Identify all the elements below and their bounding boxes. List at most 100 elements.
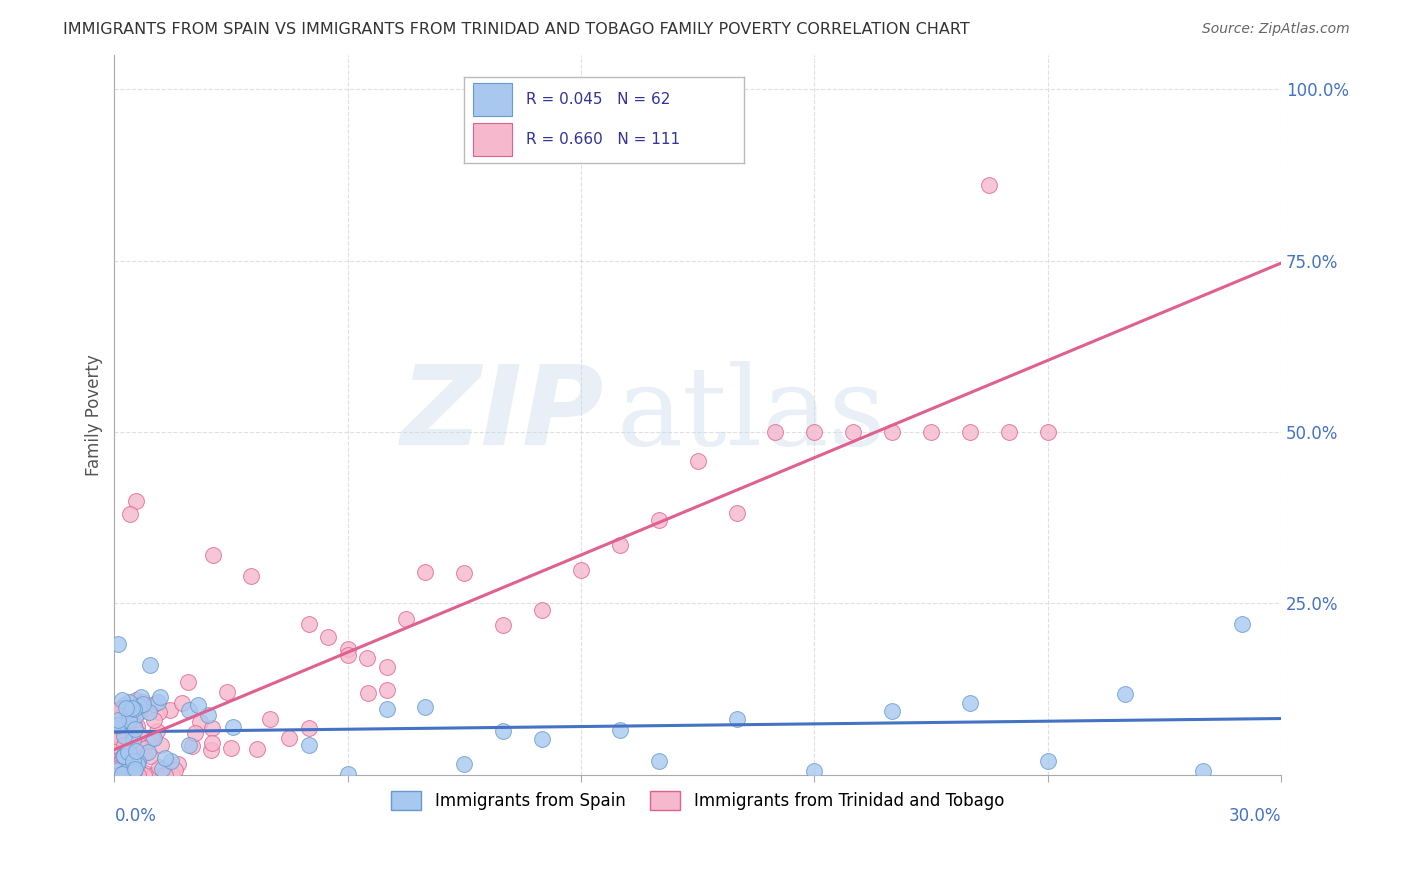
Point — [132, 697, 155, 711]
Point — [124, 762, 146, 776]
Point — [108, 717, 131, 731]
Point — [142, 767, 165, 781]
Point — [122, 702, 145, 716]
Point — [112, 711, 135, 725]
Point — [115, 713, 138, 727]
Point — [920, 425, 942, 439]
Point — [122, 754, 145, 768]
Point — [107, 767, 129, 781]
Point — [375, 660, 398, 674]
Point — [246, 742, 269, 756]
Point — [882, 425, 904, 439]
Point — [531, 732, 554, 747]
Point — [765, 425, 787, 439]
Point — [160, 754, 183, 768]
Point — [201, 721, 224, 735]
Point — [128, 699, 150, 714]
Point — [298, 721, 321, 735]
Point — [298, 738, 321, 752]
Point — [121, 766, 143, 780]
Point — [159, 702, 181, 716]
Point — [107, 767, 129, 781]
Point — [569, 563, 592, 577]
Point — [177, 738, 200, 752]
Point — [111, 748, 134, 763]
Point — [959, 425, 981, 439]
Point — [107, 711, 129, 725]
Point — [125, 744, 148, 758]
Point — [217, 684, 239, 698]
Point — [134, 747, 156, 762]
Point — [959, 696, 981, 710]
Point — [112, 739, 135, 753]
Point — [121, 767, 143, 781]
Point — [136, 745, 159, 759]
Point — [107, 637, 129, 651]
Point — [120, 767, 142, 781]
Point — [357, 686, 380, 700]
Point — [222, 720, 245, 734]
Point — [124, 754, 146, 768]
Point — [125, 707, 148, 722]
Point — [153, 751, 176, 765]
Y-axis label: Family Poverty: Family Poverty — [86, 354, 103, 475]
Point — [134, 766, 156, 780]
Point — [148, 705, 170, 719]
Point — [112, 698, 135, 713]
Point — [107, 763, 129, 777]
Point — [492, 618, 515, 632]
Point — [107, 725, 129, 739]
Point — [1036, 754, 1059, 768]
Point — [131, 767, 153, 781]
Point — [1114, 687, 1136, 701]
Point — [107, 719, 129, 733]
Point — [122, 764, 145, 779]
Point — [375, 682, 398, 697]
Point — [609, 723, 631, 737]
Point — [110, 767, 132, 781]
Point — [395, 612, 418, 626]
Point — [117, 767, 139, 781]
Point — [124, 718, 146, 732]
Point — [803, 764, 825, 779]
Point — [111, 701, 134, 715]
Point — [117, 767, 139, 781]
Point — [725, 712, 748, 726]
Point — [298, 617, 321, 632]
Point — [375, 702, 398, 716]
Point — [146, 723, 169, 738]
Point — [148, 760, 170, 774]
Point — [107, 704, 129, 718]
Point — [107, 754, 129, 768]
Point — [131, 699, 153, 714]
Point — [117, 745, 139, 759]
Point — [139, 657, 162, 672]
Point — [415, 566, 437, 580]
Point — [997, 425, 1019, 439]
Point — [609, 538, 631, 552]
Point — [146, 695, 169, 709]
Point — [114, 763, 136, 777]
Point — [112, 749, 135, 764]
Text: IMMIGRANTS FROM SPAIN VS IMMIGRANTS FROM TRINIDAD AND TOBAGO FAMILY POVERTY CORR: IMMIGRANTS FROM SPAIN VS IMMIGRANTS FROM… — [63, 22, 970, 37]
Point — [531, 603, 554, 617]
Point — [492, 723, 515, 738]
Point — [648, 513, 671, 527]
Point — [141, 731, 163, 745]
Point — [197, 708, 219, 723]
Point — [122, 733, 145, 747]
Text: 0.0%: 0.0% — [114, 807, 156, 825]
Point — [184, 726, 207, 740]
Point — [107, 717, 129, 731]
Text: 30.0%: 30.0% — [1229, 807, 1281, 825]
Point — [1192, 764, 1215, 778]
Point — [115, 767, 138, 781]
Point — [453, 566, 475, 581]
Text: Source: ZipAtlas.com: Source: ZipAtlas.com — [1202, 22, 1350, 37]
Point — [167, 756, 190, 771]
Point — [121, 701, 143, 715]
Point — [107, 703, 129, 717]
Point — [143, 714, 166, 728]
Point — [1036, 425, 1059, 439]
Point — [124, 493, 146, 508]
